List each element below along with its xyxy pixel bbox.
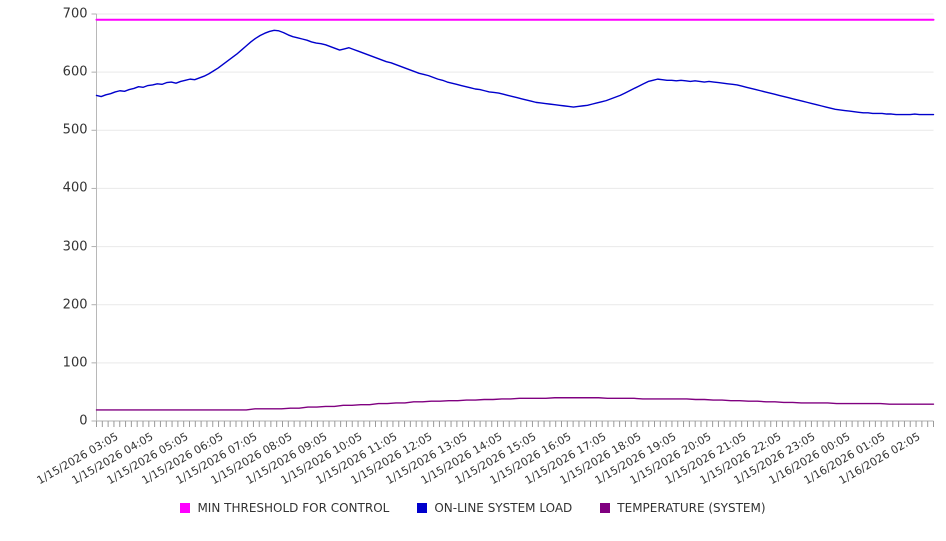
legend-swatch-icon xyxy=(180,503,191,513)
y-tick-label: 600 xyxy=(62,64,88,80)
y-tick-label: 200 xyxy=(62,297,88,313)
chart-legend: MIN THRESHOLD FOR CONTROL ON-LINE SYSTEM … xyxy=(0,498,946,518)
series-line-1 xyxy=(95,29,935,116)
y-tick-label: 700 xyxy=(62,6,88,22)
legend-swatch-icon xyxy=(600,503,611,513)
y-tick-label: 300 xyxy=(62,239,88,255)
legend-label: MIN THRESHOLD FOR CONTROL xyxy=(197,501,390,515)
y-tick-label: 0 xyxy=(79,413,88,429)
legend-item[interactable]: MIN THRESHOLD FOR CONTROL xyxy=(180,501,389,515)
legend-item[interactable]: TEMPERATURE (SYSTEM) xyxy=(600,501,766,515)
legend-item[interactable]: ON-LINE SYSTEM LOAD xyxy=(417,501,572,515)
series-line-2 xyxy=(95,397,935,411)
y-tick-label: 400 xyxy=(62,180,88,196)
y-tick-label: 100 xyxy=(62,355,88,371)
line-chart: 0 100 200 300 400 500 600 700 1/15/2026 03:05 1/… xyxy=(0,6,946,518)
legend-label: TEMPERATURE (SYSTEM) xyxy=(617,501,766,515)
plot-area xyxy=(91,13,935,427)
y-tick-label: 500 xyxy=(62,122,88,138)
legend-swatch-icon xyxy=(417,503,428,513)
legend-label: ON-LINE SYSTEM LOAD xyxy=(434,501,573,515)
